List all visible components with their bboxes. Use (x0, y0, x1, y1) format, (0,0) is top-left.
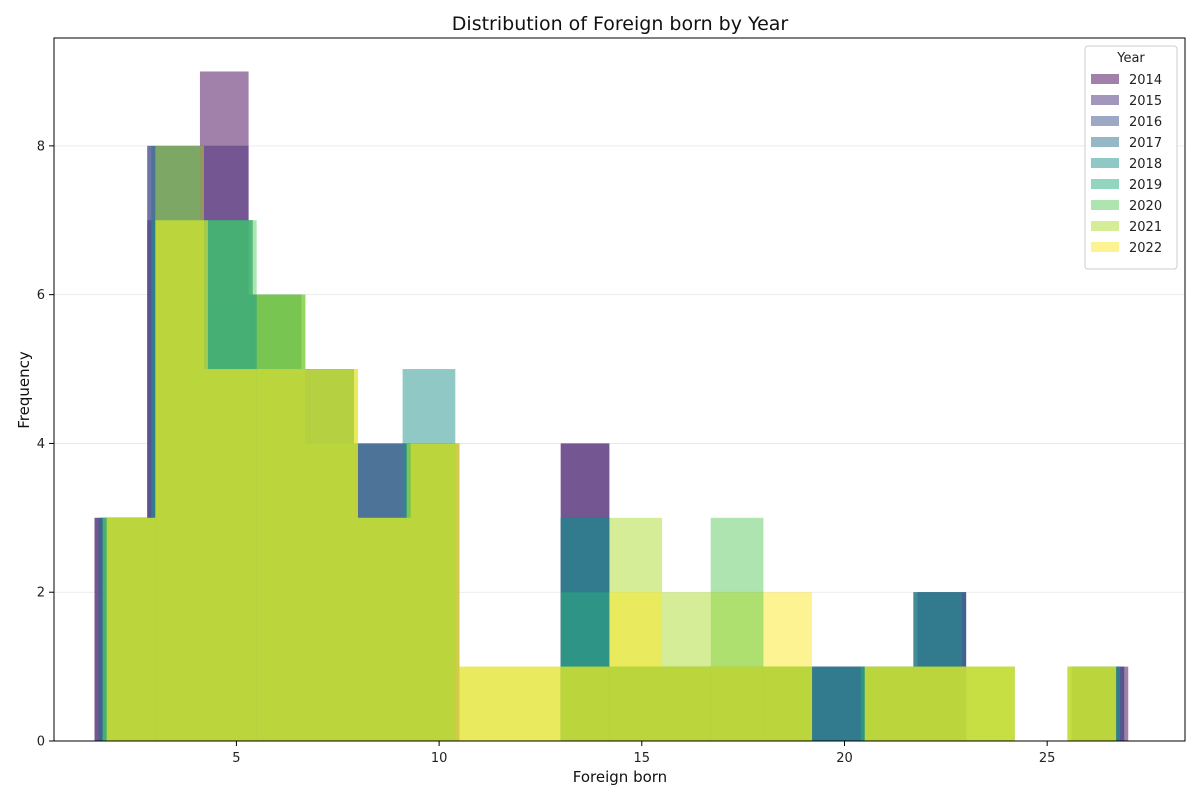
histogram-bars (94, 71, 1129, 741)
legend: Year 2014 2015 2016 2017 2018 2019 2020 2021 202… (1084, 45, 1178, 270)
x-tick-label: 10 (431, 751, 448, 766)
legend-swatch (1091, 242, 1119, 252)
histogram-bar (155, 220, 209, 741)
histogram-bar (864, 666, 914, 741)
y-axis-label: Frequency (15, 351, 33, 429)
histogram-bar (763, 592, 813, 741)
x-tick-label: 25 (1039, 751, 1056, 766)
legend-swatch (1091, 221, 1119, 231)
histogram-bar (609, 592, 663, 741)
histogram-bar (812, 666, 861, 741)
series-2022 (106, 220, 1117, 741)
legend-items: 2014 2015 2016 2017 2018 2019 2020 2021 2022 (1091, 73, 1162, 256)
histogram-bar (459, 666, 509, 741)
histogram-bar (208, 369, 257, 741)
histogram-bar (662, 666, 711, 741)
y-tick-label: 4 (37, 437, 45, 452)
legend-label: 2019 (1129, 178, 1162, 193)
x-tick-label: 15 (634, 751, 651, 766)
y-tick-label: 2 (37, 586, 45, 601)
legend-swatch (1091, 137, 1119, 147)
legend-label: 2014 (1129, 73, 1162, 88)
legend-label: 2021 (1129, 220, 1162, 235)
histogram-bar (508, 666, 561, 741)
legend-label: 2020 (1129, 199, 1162, 214)
legend-label: 2016 (1129, 115, 1162, 130)
histogram-bar (309, 369, 359, 741)
y-axis-ticks: 0 2 4 6 8 (37, 139, 54, 750)
x-axis-ticks: 5 10 15 20 25 (232, 741, 1055, 766)
legend-label: 2018 (1129, 157, 1162, 172)
legend-label: 2017 (1129, 136, 1162, 151)
legend-label: 2022 (1129, 241, 1162, 256)
legend-swatch (1091, 116, 1119, 126)
y-tick-label: 6 (37, 288, 45, 303)
histogram-bar (106, 517, 156, 741)
legend-label: 2015 (1129, 94, 1162, 109)
histogram-bar (560, 666, 610, 741)
y-tick-label: 8 (37, 139, 45, 154)
x-tick-label: 20 (836, 751, 853, 766)
histogram-bar (710, 666, 764, 741)
plot-area-frame (53, 37, 1186, 742)
legend-swatch (1091, 158, 1119, 168)
histogram-bar (913, 666, 967, 741)
chart-title: Distribution of Foreign born by Year (452, 13, 789, 35)
legend-title: Year (1116, 51, 1145, 66)
legend-swatch (1091, 179, 1119, 189)
histogram-bar (1067, 666, 1117, 741)
legend-swatch (1091, 200, 1119, 210)
y-tick-label: 0 (37, 735, 45, 750)
x-axis-label: Foreign born (573, 768, 667, 786)
x-tick-label: 5 (232, 751, 240, 766)
histogram-bar (256, 369, 310, 741)
legend-swatch (1091, 74, 1119, 84)
legend-swatch (1091, 95, 1119, 105)
histogram-bar (358, 517, 411, 741)
histogram-bar (966, 666, 1015, 741)
histogram-bar (410, 443, 460, 741)
